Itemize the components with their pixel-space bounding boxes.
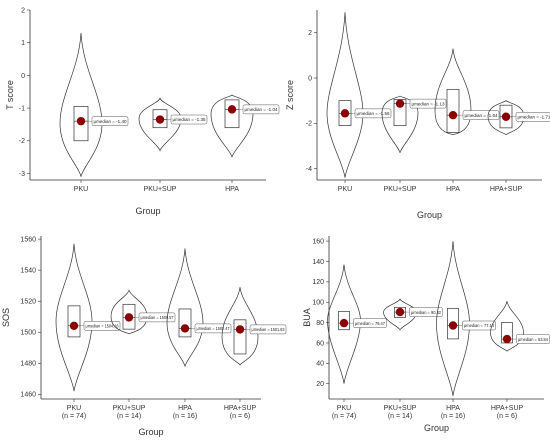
median-point-PKU+SUP (396, 308, 404, 316)
median-label-PKU+SUP: μmedian = -1.35 (173, 117, 206, 122)
y-tick-label: -2 (19, 138, 25, 145)
x-axis-title: Group (138, 427, 163, 437)
x-tick-label: PKU+SUP (384, 405, 417, 412)
median-label-HPA: μmedian = 77.14 (464, 323, 494, 328)
x-tick-label: PKU (74, 186, 88, 193)
y-tick-label: 1480 (20, 361, 36, 368)
y-axis-title: SOS (1, 308, 11, 327)
y-tick-label: -3 (19, 171, 25, 178)
y-tick-label: 1460 (20, 392, 36, 399)
x-tick-count: (n = 14) (117, 413, 141, 420)
y-tick-label: 80 (316, 320, 324, 327)
x-tick-label: PKU+SUP (113, 405, 146, 412)
x-tick-label: HPA (178, 405, 192, 412)
panel-bua: 160 140 120 100 80 60 40 20 BUA PKU(n = 74) PKU+SU… (302, 236, 550, 433)
x-tick-label: PKU+SUP (144, 186, 177, 193)
median-point-HPA+SUP (503, 335, 511, 343)
box-HPA (225, 100, 239, 128)
x-tick-label: HPA+SUP (224, 405, 257, 412)
y-tick-label: 1560 (20, 237, 36, 244)
x-tick-count: (n = 74) (332, 413, 356, 420)
x-tick-count: (n = 16) (441, 413, 465, 420)
y-tick-label: 140 (312, 259, 324, 266)
x-tick-count: (n = 16) (173, 413, 197, 420)
median-point-HPA (449, 321, 457, 329)
x-axis-title: Group (135, 206, 160, 216)
median-label-PKU: μmedian = 79.47 (355, 321, 385, 326)
median-label-HPA+SUP: μmedian = -1.71 (518, 114, 550, 119)
box-HPA (447, 89, 459, 132)
median-point-HPA+SUP (502, 113, 510, 121)
x-tick-count: (n = 6) (497, 413, 517, 420)
panel-sos: 1560 1540 1520 1500 1480 1460 SOS PKU(n = 74) PK… (1, 236, 286, 437)
y-tick-label: 1540 (20, 268, 36, 275)
box-PKU (68, 306, 80, 337)
y-axis-title: Z score (285, 80, 295, 110)
median-point-HPA (228, 105, 236, 113)
median-label-PKU+SUP: μmedian = 1509.57 (141, 315, 174, 320)
median-label-HPA: μmedian = -1.64 (465, 113, 498, 118)
y-tick-label: 0 (21, 73, 25, 80)
x-tick-count: (n = 6) (230, 413, 250, 420)
median-point-PKU (77, 117, 85, 125)
panel-t_score: 2 1 0 -1 -2 -3 T score PKU PKU+SUP HPA Group μmedia… (5, 7, 279, 216)
y-tick-label: 20 (316, 381, 324, 388)
x-tick-label: HPA+SUP (491, 405, 524, 412)
violin-PKU (60, 33, 102, 177)
y-axis-title: BUA (302, 308, 312, 327)
x-axis-title: Group (424, 423, 449, 433)
median-point-HPA (181, 324, 189, 332)
median-point-PKU+SUP (125, 313, 133, 321)
x-axis-title: Group (417, 210, 442, 220)
x-tick-label: PKU (337, 405, 351, 412)
median-point-PKU+SUP (156, 115, 164, 123)
median-point-PKU (70, 322, 78, 330)
violin-PKU (327, 12, 363, 177)
median-point-PKU+SUP (396, 99, 404, 107)
violin-HPA (167, 248, 203, 366)
x-tick-count: (n = 14) (388, 413, 412, 420)
median-point-PKU (340, 319, 348, 327)
y-tick-label: -2 (306, 121, 312, 128)
y-tick-label: -1 (19, 105, 25, 112)
median-label-HPA: μmedian = -1.04 (245, 107, 278, 112)
y-tick-label: 60 (316, 340, 324, 347)
y-tick-label: 120 (312, 279, 324, 286)
x-tick-label: HPA (446, 405, 460, 412)
x-tick-label: PKU+SUP (384, 186, 417, 193)
median-label-PKU: μmedian = -1.40 (94, 119, 127, 124)
y-tick-label: 2 (21, 7, 25, 14)
y-tick-label: -4 (306, 166, 312, 173)
y-tick-label: 1500 (20, 330, 36, 337)
x-tick-label: HPA (446, 186, 460, 193)
median-label-PKU+SUP: μmedian = -1.13 (412, 101, 445, 106)
y-tick-label: 1 (21, 40, 25, 47)
y-tick-label: 0 (308, 75, 312, 82)
x-tick-label: PKU (67, 405, 81, 412)
panel-z_score: 2 0 -2 -4 Z score PKU PKU+SUP HPA HPA+SUP Group μm… (285, 10, 550, 220)
median-label-PKU+SUP: μmedian = 90.32 (411, 310, 441, 315)
box-HPA (179, 309, 191, 337)
median-label-PKU: μmedian = 1504.16 (86, 323, 119, 328)
y-tick-label: 160 (312, 238, 324, 245)
median-label-PKU: μmedian = -1.56 (357, 111, 390, 116)
median-point-HPA+SUP (236, 325, 244, 333)
median-label-HPA+SUP: μmedian = 1501.83 (252, 327, 285, 332)
box-HPA+SUP (234, 320, 246, 354)
x-tick-label: HPA+SUP (490, 186, 523, 193)
y-axis-title: T score (5, 80, 15, 110)
median-point-HPA (449, 111, 457, 119)
x-tick-label: PKU (338, 186, 352, 193)
median-label-HPA+SUP: μmedian = 63.84 (518, 337, 548, 342)
y-tick-label: 1520 (20, 299, 36, 306)
x-tick-label: HPA (225, 186, 239, 193)
median-label-HPA: μmedian = 1502.47 (197, 326, 230, 331)
x-tick-count: (n = 74) (62, 413, 86, 420)
median-point-PKU (341, 109, 349, 117)
y-tick-label: 100 (312, 300, 324, 307)
y-tick-label: 40 (316, 361, 324, 368)
y-tick-label: 2 (308, 30, 312, 37)
